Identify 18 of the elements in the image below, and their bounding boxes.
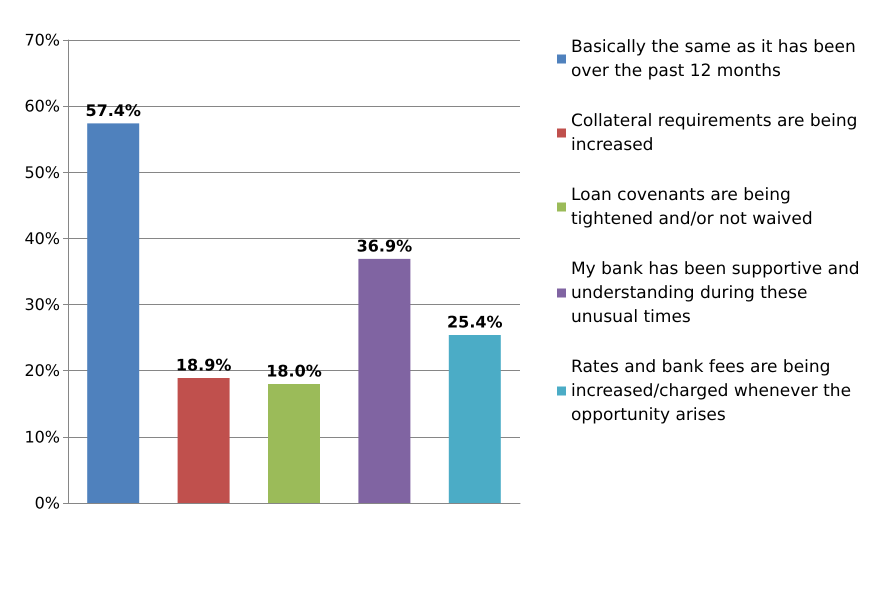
data-label: 36.9%	[356, 236, 412, 256]
y-tick-label: 50%	[24, 162, 60, 182]
y-tick-label: 0%	[34, 494, 60, 512]
legend-label: Basically the same as it has been over the past 12 months	[571, 37, 862, 81]
y-tick-label: 60%	[24, 96, 60, 116]
legend-label: My bank has been supportive and understanding during these unusual times	[571, 259, 866, 327]
legend-label: Collateral requirements are being increased	[571, 111, 863, 155]
y-tick-label: 20%	[24, 361, 60, 380]
y-tick-label: 70%	[24, 30, 60, 50]
y-tick-label: 10%	[24, 427, 60, 446]
y-tick-label: 30%	[24, 295, 60, 314]
y-tick-label: 40%	[24, 228, 60, 248]
data-label: 25.4%	[447, 312, 503, 332]
data-label: 18.0%	[266, 361, 322, 380]
data-label: 57.4%	[85, 100, 141, 120]
legend-label: Rates and bank fees are being increased/charged whenever the opportunity arises	[571, 357, 856, 425]
legend-label: Loan covenants are being tightened and/or not waived	[571, 185, 813, 229]
data-label: 18.9%	[176, 355, 232, 374]
